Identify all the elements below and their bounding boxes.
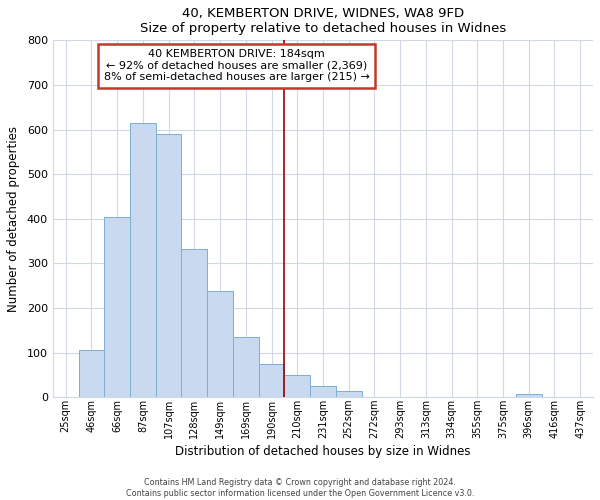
Bar [516,394,542,397]
Bar [259,364,284,397]
Bar [104,218,130,397]
Bar [156,134,181,397]
Y-axis label: Number of detached properties: Number of detached properties [7,126,20,312]
Bar [130,124,156,397]
X-axis label: Distribution of detached houses by size in Widnes: Distribution of detached houses by size … [175,445,471,458]
Bar [284,375,310,397]
Bar [181,248,207,397]
Bar [207,292,233,397]
Text: Contains HM Land Registry data © Crown copyright and database right 2024.
Contai: Contains HM Land Registry data © Crown c… [126,478,474,498]
Text: 40 KEMBERTON DRIVE: 184sqm
← 92% of detached houses are smaller (2,369)
8% of se: 40 KEMBERTON DRIVE: 184sqm ← 92% of deta… [104,49,370,82]
Bar [310,386,336,397]
Bar [79,350,104,397]
Title: 40, KEMBERTON DRIVE, WIDNES, WA8 9FD
Size of property relative to detached house: 40, KEMBERTON DRIVE, WIDNES, WA8 9FD Siz… [140,7,506,35]
Bar [233,336,259,397]
Bar [336,390,362,397]
